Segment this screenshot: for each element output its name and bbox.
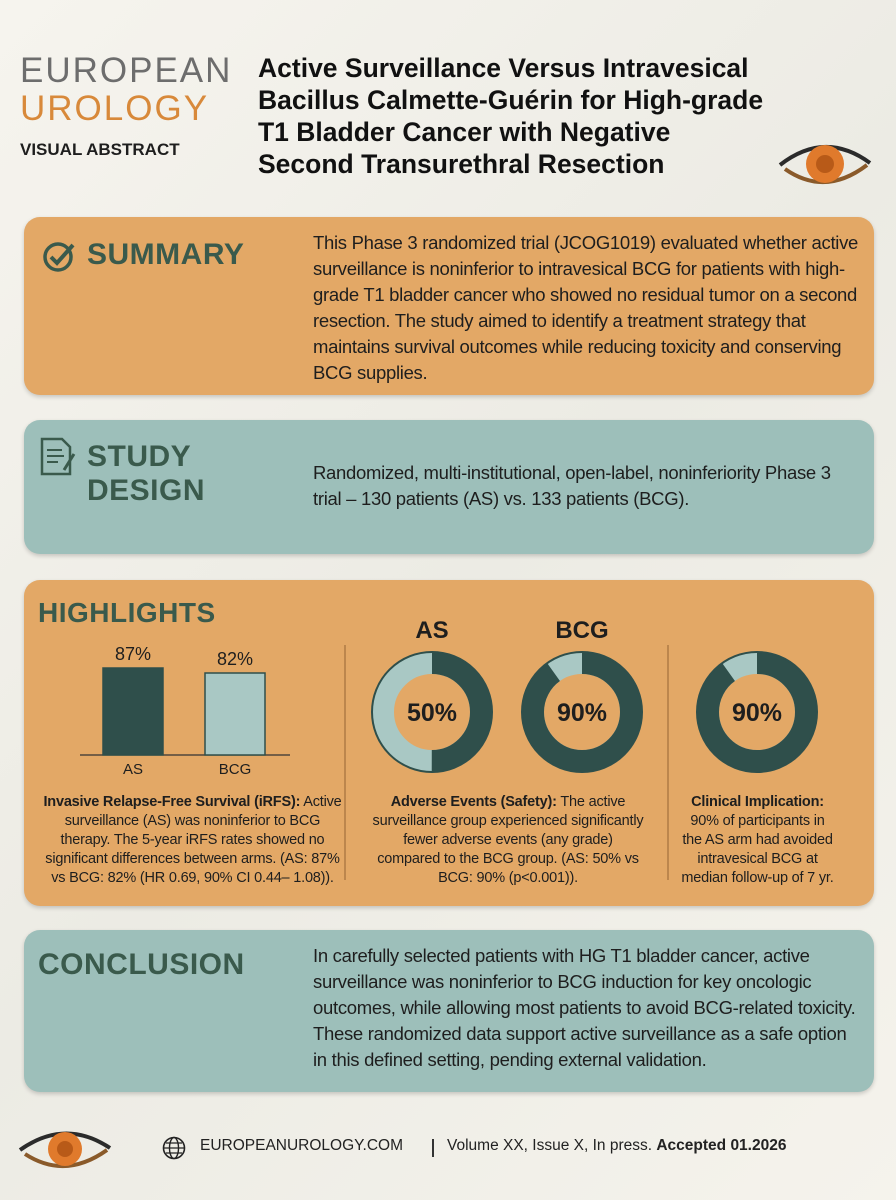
donut-outline <box>521 651 643 773</box>
highlights-heading: HIGHLIGHTS <box>38 597 216 628</box>
category-label: AS <box>123 761 143 778</box>
title-line: Active Surveillance Versus Intravesical <box>258 53 749 83</box>
conclusion-text: In carefully selected patients with HG T… <box>313 945 856 1070</box>
document-icon <box>40 437 76 476</box>
eye-icon <box>778 145 872 184</box>
value-label: 82% <box>217 649 253 669</box>
title-line: Second Transurethral Resection <box>258 149 665 179</box>
conclusion-heading: CONCLUSION <box>38 948 245 981</box>
citation-text: Volume XX, Issue X, In press. <box>447 1137 653 1154</box>
summary-box: SUMMARY This Phase 3 randomized trial (J… <box>24 217 874 395</box>
value-label: 87% <box>115 644 151 664</box>
caption-text: The active surveillance group experience… <box>372 794 644 886</box>
caption-text: Active surveillance (AS) was noninferior… <box>45 794 342 886</box>
donut-outline <box>696 651 818 773</box>
accepted: Accepted 01.2026 <box>656 1137 787 1154</box>
caption: Clinical Implication: 90% of participant… <box>680 793 835 888</box>
title-line: T1 Bladder Cancer with Negative <box>258 117 671 147</box>
highlights-charts: 87% AS 82% BCG 50% AS 90% BCG 90% <box>80 617 818 880</box>
caption: Adverse Events (Safety): The active surv… <box>372 793 644 888</box>
caption-title: Invasive Relapse-Free Survival (iRFS): <box>43 794 301 810</box>
donut-segment <box>697 652 817 772</box>
bar <box>102 667 164 756</box>
caption-title: Clinical Implication: <box>691 794 824 810</box>
eye-icon <box>18 1131 112 1168</box>
donut-title: BCG <box>555 617 608 644</box>
logo-line2: UROLOGY <box>20 89 210 128</box>
category-label: BCG <box>219 761 252 778</box>
caption-text: 90% of participants in the AS arm had av… <box>681 813 834 886</box>
donut-segment <box>522 652 642 772</box>
citation: Volume XX, Issue X, In press. Accepted 0… <box>447 1137 786 1155</box>
logo-line1: EUROPEAN <box>20 51 233 90</box>
design-box: STUDY DESIGN Randomized, multi-instituti… <box>24 420 874 554</box>
design-heading: STUDY DESIGN <box>87 440 206 507</box>
title: Active Surveillance Versus Intravesical B… <box>258 52 763 180</box>
caption: Invasive Relapse-Free Survival (iRFS): A… <box>40 793 345 888</box>
check-icon <box>43 242 75 272</box>
bar <box>204 672 266 756</box>
conclusion-box: CONCLUSION In carefully selected patient… <box>24 930 874 1092</box>
caption-title: Adverse Events (Safety): <box>390 794 557 810</box>
donut-segment <box>372 652 492 772</box>
website[interactable]: EUROPEANUROLOGY.COM <box>200 1137 403 1154</box>
summary-text: This Phase 3 randomized trial (JCOG1019)… <box>313 232 859 383</box>
donut-outline <box>371 651 493 773</box>
donut-label: 90% <box>557 699 607 727</box>
separator <box>432 1139 434 1157</box>
donut-label: 90% <box>732 699 782 727</box>
globe-icon <box>162 1136 186 1160</box>
donut-title: AS <box>415 617 448 644</box>
donut-label: 50% <box>407 699 457 727</box>
title-line: Bacillus Calmette-Guérin for High-grade <box>258 85 764 115</box>
design-text: Randomized, multi-institutional, open-la… <box>313 462 831 509</box>
summary-heading: SUMMARY <box>87 238 245 271</box>
logo-subtitle: VISUAL ABSTRACT <box>20 140 180 159</box>
